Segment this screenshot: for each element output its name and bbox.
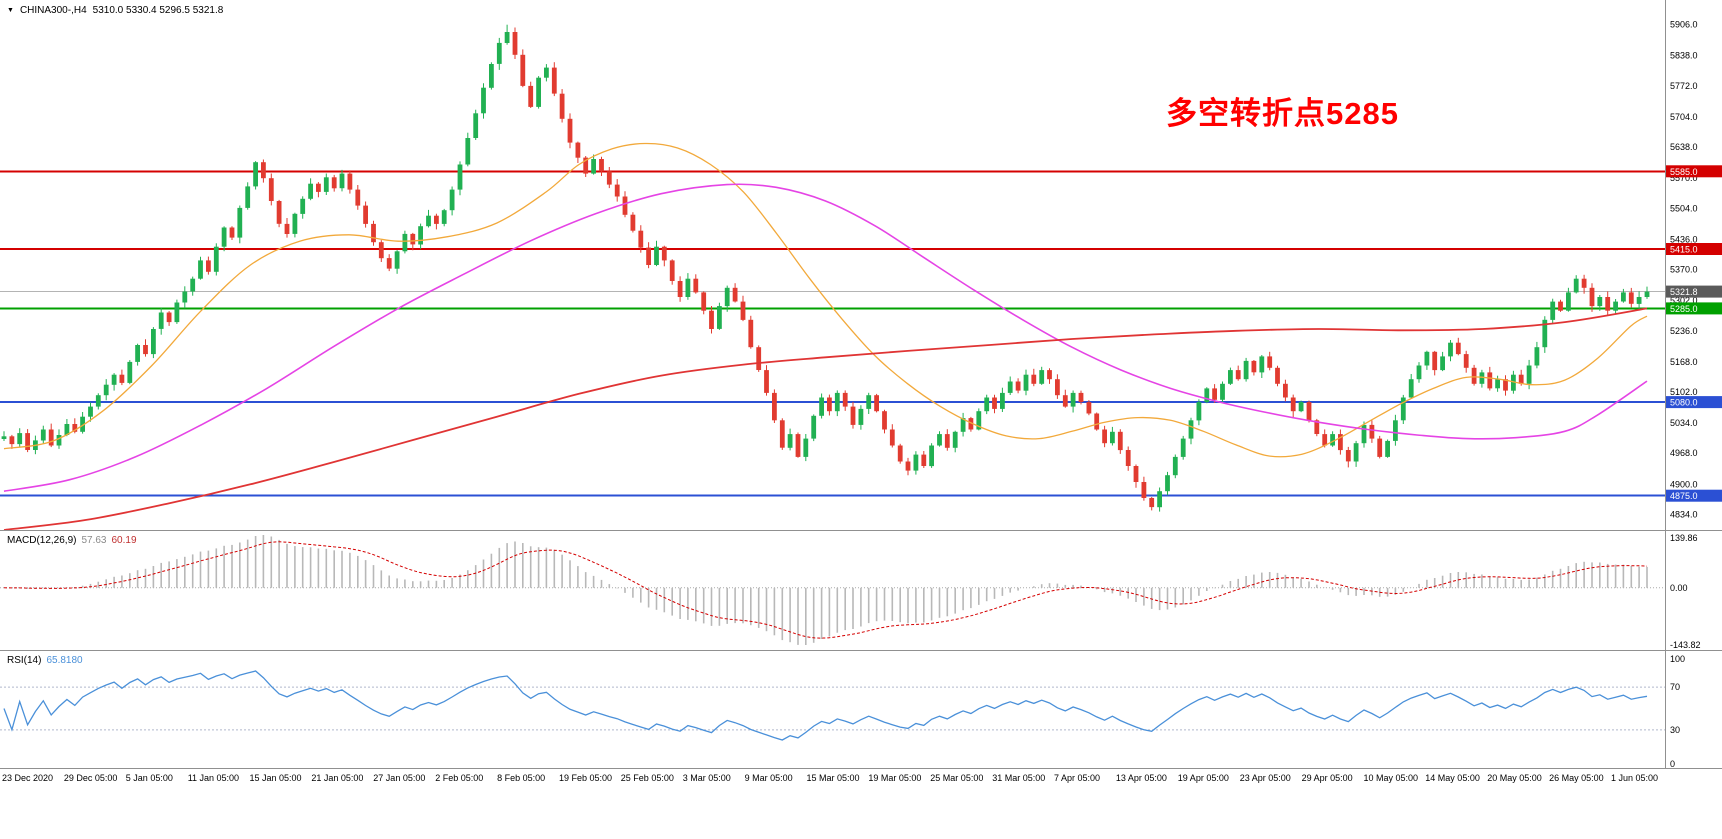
svg-text:-143.82: -143.82 — [1670, 640, 1701, 650]
svg-text:10 May 05:00: 10 May 05:00 — [1364, 773, 1419, 783]
svg-text:26 May 05:00: 26 May 05:00 — [1549, 773, 1604, 783]
svg-text:21 Jan 05:00: 21 Jan 05:00 — [311, 773, 363, 783]
candlesticks — [1, 24, 1650, 512]
macd-pane[interactable] — [0, 535, 1665, 645]
svg-text:5436.0: 5436.0 — [1670, 234, 1698, 244]
svg-text:19 Feb 05:00: 19 Feb 05:00 — [559, 773, 612, 783]
svg-text:8 Feb 05:00: 8 Feb 05:00 — [497, 773, 545, 783]
price-axis[interactable]: 5906.0 5838.0 5772.0 5704.0 5638.0 5570.0 5504… — [1666, 20, 1722, 769]
macd-indicator-label: MACD(12,26,9) 57.63 60.19 — [7, 535, 137, 546]
svg-text:13 Apr 05:00: 13 Apr 05:00 — [1116, 773, 1167, 783]
pane-separators — [0, 0, 1722, 769]
svg-text:9 Mar 05:00: 9 Mar 05:00 — [745, 773, 793, 783]
svg-text:5772.0: 5772.0 — [1670, 81, 1698, 91]
time-axis[interactable]: 23 Dec 2020 29 Dec 05:00 5 Jan 05:00 11 Jan… — [2, 773, 1658, 783]
svg-text:70: 70 — [1670, 682, 1680, 692]
svg-text:5236.0: 5236.0 — [1670, 326, 1698, 336]
svg-text:5570.0: 5570.0 — [1670, 173, 1698, 183]
svg-text:5370.0: 5370.0 — [1670, 265, 1698, 275]
macd-signal-value: 60.19 — [111, 535, 137, 546]
rsi-line — [3, 670, 1648, 741]
rsi-indicator-label: RSI(14) 65.8180 — [7, 655, 83, 666]
svg-text:4968.0: 4968.0 — [1670, 448, 1698, 458]
svg-text:29 Apr 05:00: 29 Apr 05:00 — [1302, 773, 1353, 783]
price-pane[interactable] — [0, 24, 1665, 531]
svg-text:5285.0: 5285.0 — [1670, 304, 1698, 314]
svg-text:15 Jan 05:00: 15 Jan 05:00 — [250, 773, 302, 783]
ma-slow-line — [3, 307, 1648, 531]
svg-text:23 Dec 2020: 23 Dec 2020 — [2, 773, 53, 783]
svg-text:139.86: 139.86 — [1670, 533, 1698, 543]
rsi-name: RSI(14) — [7, 655, 42, 666]
svg-text:100: 100 — [1670, 654, 1685, 664]
svg-text:4834.0: 4834.0 — [1670, 510, 1698, 520]
svg-text:5 Jan 05:00: 5 Jan 05:00 — [126, 773, 173, 783]
svg-text:0.00: 0.00 — [1670, 583, 1688, 593]
svg-text:5302.0: 5302.0 — [1670, 296, 1698, 306]
macd-signal-line — [3, 541, 1648, 639]
svg-text:15 Mar 05:00: 15 Mar 05:00 — [807, 773, 860, 783]
svg-text:5838.0: 5838.0 — [1670, 51, 1698, 61]
svg-text:7 Apr 05:00: 7 Apr 05:00 — [1054, 773, 1100, 783]
svg-text:14 May 05:00: 14 May 05:00 — [1425, 773, 1480, 783]
svg-text:5321.8: 5321.8 — [1670, 287, 1698, 297]
svg-text:5034.0: 5034.0 — [1670, 418, 1698, 428]
svg-text:11 Jan 05:00: 11 Jan 05:00 — [188, 773, 239, 783]
chart-header: ▼ CHINA300-,H4 5310.0 5330.4 5296.5 5321… — [7, 5, 223, 16]
svg-text:2 Feb 05:00: 2 Feb 05:00 — [435, 773, 483, 783]
macd-name: MACD(12,26,9) — [7, 535, 77, 546]
svg-text:31 Mar 05:00: 31 Mar 05:00 — [992, 773, 1045, 783]
svg-text:19 Mar 05:00: 19 Mar 05:00 — [868, 773, 921, 783]
svg-text:5168.0: 5168.0 — [1670, 357, 1698, 367]
svg-text:1 Jun 05:00: 1 Jun 05:00 — [1611, 773, 1658, 783]
rsi-value: 65.8180 — [46, 655, 83, 666]
rsi-pane[interactable] — [0, 670, 1665, 741]
svg-text:27 Jan 05:00: 27 Jan 05:00 — [373, 773, 425, 783]
annotation-text: 多空转折点5285 — [1166, 96, 1399, 131]
symbol-timeframe-label: CHINA300-,H4 — [19, 5, 87, 16]
svg-text:5102.0: 5102.0 — [1670, 387, 1698, 397]
svg-text:30: 30 — [1670, 725, 1680, 735]
svg-text:5585.0: 5585.0 — [1670, 167, 1698, 177]
svg-text:4875.0: 4875.0 — [1670, 491, 1698, 501]
svg-text:5906.0: 5906.0 — [1670, 20, 1698, 30]
svg-text:5504.0: 5504.0 — [1670, 203, 1698, 213]
svg-text:20 May 05:00: 20 May 05:00 — [1487, 773, 1542, 783]
macd-main-value: 57.63 — [81, 535, 107, 546]
ohlc-values: 5310.0 5330.4 5296.5 5321.8 — [92, 5, 224, 16]
svg-text:5415.0: 5415.0 — [1670, 245, 1698, 255]
svg-text:5080.0: 5080.0 — [1670, 398, 1698, 408]
svg-text:5704.0: 5704.0 — [1670, 112, 1698, 122]
svg-text:29 Dec 05:00: 29 Dec 05:00 — [64, 773, 118, 783]
svg-text:23 Apr 05:00: 23 Apr 05:00 — [1240, 773, 1291, 783]
svg-text:0: 0 — [1670, 759, 1675, 769]
svg-text:25 Mar 05:00: 25 Mar 05:00 — [930, 773, 983, 783]
svg-text:3 Mar 05:00: 3 Mar 05:00 — [683, 773, 731, 783]
ma-mid-line — [3, 183, 1648, 492]
svg-text:4900.0: 4900.0 — [1670, 479, 1698, 489]
collapse-icon[interactable]: ▼ — [7, 6, 14, 14]
svg-text:5638.0: 5638.0 — [1670, 142, 1698, 152]
svg-text:19 Apr 05:00: 19 Apr 05:00 — [1178, 773, 1229, 783]
svg-text:25 Feb 05:00: 25 Feb 05:00 — [621, 773, 674, 783]
ma-fast-line — [3, 142, 1648, 458]
